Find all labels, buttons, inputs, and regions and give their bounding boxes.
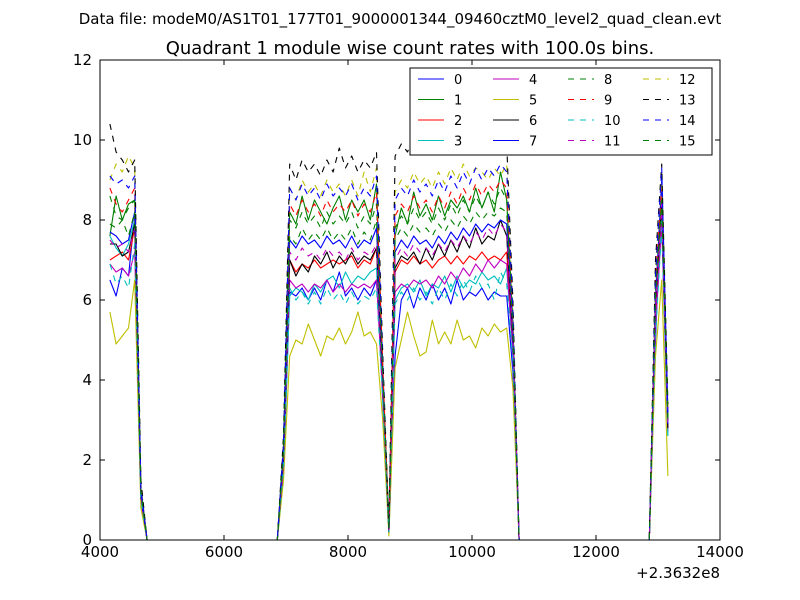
legend-label-15: 15 bbox=[679, 135, 696, 150]
y-tick-label-0: 0 bbox=[82, 531, 92, 549]
legend-label-13: 13 bbox=[679, 94, 696, 109]
legend-box bbox=[409, 67, 713, 156]
series-line-13 bbox=[109, 123, 669, 540]
legend-label-6: 6 bbox=[529, 114, 537, 129]
series-line-10 bbox=[109, 227, 669, 540]
y-tick-label-1: 2 bbox=[82, 451, 92, 469]
x-tick-label-2: 8000 bbox=[329, 543, 367, 561]
chart-title: Quadrant 1 module wise count rates with … bbox=[166, 38, 655, 59]
y-tick-label-4: 8 bbox=[82, 211, 92, 229]
series-line-11 bbox=[109, 203, 669, 540]
legend-label-5: 5 bbox=[529, 94, 537, 109]
y-tick-label-3: 6 bbox=[82, 291, 92, 309]
legend-label-14: 14 bbox=[679, 114, 696, 129]
figure-suptitle: Data file: modeM0/AS1T01_177T01_90000013… bbox=[79, 10, 722, 29]
x-tick-label-3: 10000 bbox=[448, 543, 496, 561]
x-tick-label-1: 6000 bbox=[205, 543, 243, 561]
series-line-15 bbox=[109, 199, 669, 540]
legend-label-4: 4 bbox=[529, 73, 537, 88]
legend-label-12: 12 bbox=[679, 73, 696, 88]
x-tick-label-4: 12000 bbox=[572, 543, 620, 561]
legend-label-3: 3 bbox=[454, 135, 462, 150]
legend-label-1: 1 bbox=[454, 94, 462, 109]
legend-label-7: 7 bbox=[529, 135, 537, 150]
x-tick-label-0: 4000 bbox=[81, 543, 119, 561]
legend-label-0: 0 bbox=[454, 73, 462, 88]
series-layer bbox=[109, 123, 669, 540]
series-line-5 bbox=[109, 279, 669, 540]
legend-label-9: 9 bbox=[604, 94, 612, 109]
legend-label-11: 11 bbox=[604, 135, 621, 150]
x-offset-label: +2.3632e8 bbox=[636, 564, 720, 582]
x-tick-label-5: 14000 bbox=[696, 543, 744, 561]
y-tick-label-5: 10 bbox=[73, 131, 92, 149]
y-tick-label-2: 4 bbox=[82, 371, 92, 389]
legend-label-10: 10 bbox=[604, 114, 621, 129]
y-tick-label-6: 12 bbox=[73, 51, 92, 69]
legend-label-8: 8 bbox=[604, 73, 612, 88]
legend-label-2: 2 bbox=[454, 114, 462, 129]
